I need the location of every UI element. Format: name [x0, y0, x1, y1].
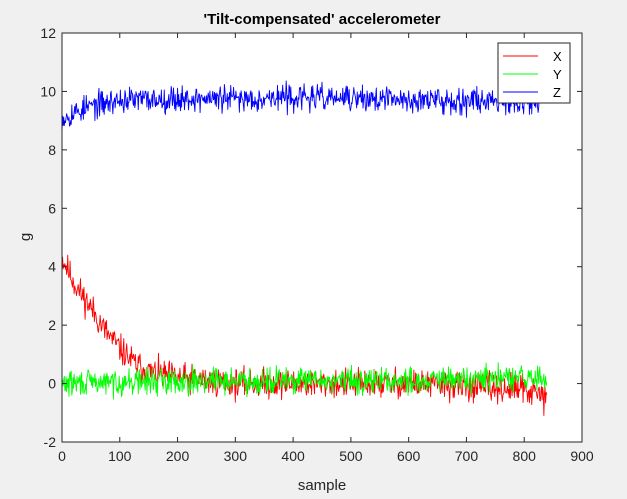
axes-box	[61, 32, 583, 443]
series-z-line	[61, 80, 548, 132]
y-tick-label: 2	[48, 317, 56, 333]
series-y-line	[61, 362, 548, 400]
y-tick-label: 8	[48, 142, 56, 158]
series-x-line	[61, 254, 548, 416]
legend-box	[497, 42, 571, 104]
y-tick-label: -2	[44, 434, 57, 450]
y-tick-label: 6	[48, 200, 56, 216]
legend-label-y: Y	[553, 67, 562, 82]
legend-label-x: X	[553, 49, 562, 64]
y-axis-label: g	[17, 233, 34, 241]
x-tick-label: 900	[570, 448, 594, 464]
y-tick-label: 10	[40, 83, 56, 99]
y-tick-label: 0	[48, 376, 56, 392]
x-tick-label: 400	[281, 448, 305, 464]
series-layer	[61, 80, 548, 416]
x-tick-label: 700	[455, 448, 479, 464]
x-tick-label: 100	[108, 448, 132, 464]
legend: XYZ	[497, 42, 571, 104]
legend-label-z: Z	[553, 85, 561, 100]
chart-title: 'Tilt-compensated' accelerometer	[204, 11, 441, 28]
x-tick-label: 300	[224, 448, 248, 464]
y-tick-label: 12	[40, 25, 56, 41]
x-tick-label: 500	[339, 448, 363, 464]
x-tick-label: 200	[166, 448, 190, 464]
x-tick-label: 0	[58, 448, 66, 464]
x-axis-label: sample	[298, 477, 346, 494]
x-tick-label: 800	[513, 448, 537, 464]
y-tick-label: 4	[48, 259, 56, 275]
x-tick-label: 600	[397, 448, 421, 464]
